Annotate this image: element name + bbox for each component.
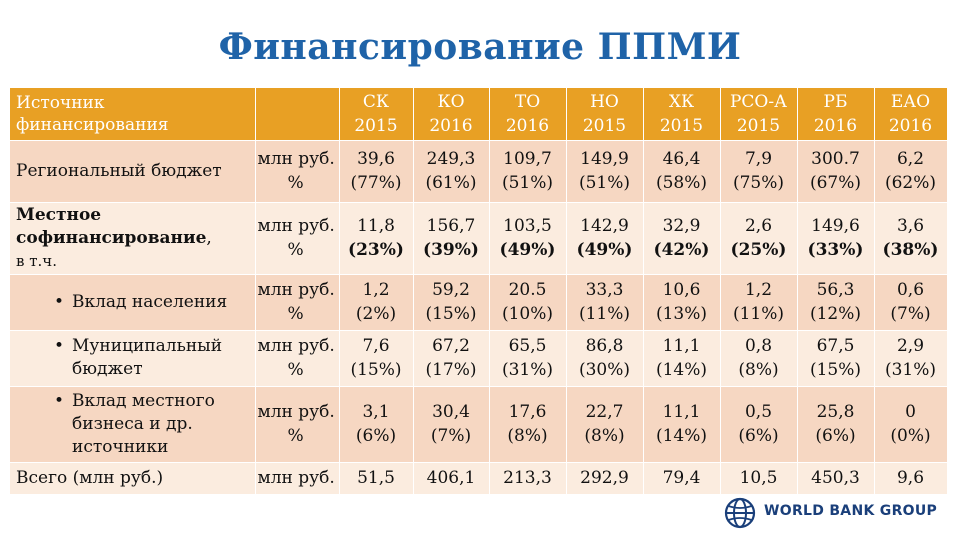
cell-value: 22,7 (8%) [566,386,644,463]
cell-value: 67,2 (17%) [413,330,490,387]
table-row: • Вклад местного бизнеса и др. источники … [10,386,948,463]
cell-value: 0,6 (7%) [874,274,948,331]
cell-value: 142,9 (49%) [566,202,644,275]
cell-value: 46,4 (58%) [643,140,721,203]
row-unit: млн руб. [255,462,340,495]
row-label: • Муниципальный бюджет [10,330,256,387]
cell-value: 2,6 (25%) [720,202,798,275]
cell-value: 11,8 (23%) [339,202,414,275]
row-unit: млн руб.% [255,202,340,275]
cell-value: 10,6 (13%) [643,274,721,331]
cell-value: 406,1 [413,462,490,495]
header-col-hk: ХК 2015 [643,88,721,141]
header-col-no: НО 2015 [566,88,644,141]
cell-value: 3,6 (38%) [874,202,948,275]
table-row: Региональный бюджет млн руб.% 39,6 (77%) … [10,140,948,203]
header-row: Источник финансирования СК 2015 КО 2016 ТО… [10,88,948,141]
cell-value: 86,8 (30%) [566,330,644,387]
world-bank-logo: WORLD BANK GROUP [724,497,938,529]
cell-value: 0,5 (6%) [720,386,798,463]
cell-value: 249,3 (61%) [413,140,490,203]
cell-value: 0,8 (8%) [720,330,798,387]
cell-value: 56,3 (12%) [797,274,875,331]
world-bank-logo-text: WORLD BANK GROUP [764,503,938,519]
cell-value: 39,6 (77%) [339,140,414,203]
financing-table: Источник финансирования СК 2015 КО 2016 ТО… [10,88,948,495]
row-unit: млн руб.% [255,386,340,463]
cell-value: 11,1 (14%) [643,330,721,387]
table-row: • Вклад населения млн руб.% 1,2 (2%) 59,2(… [10,274,948,331]
header-col-eao: ЕАО 2016 [874,88,948,141]
row-label: Всего (млн руб.) [10,462,256,495]
header-col-sk: СК 2015 [339,88,414,141]
cell-value: 9,6 [874,462,948,495]
cell-value: 7,9 (75%) [720,140,798,203]
cell-value: 103,5 (49%) [489,202,567,275]
cell-value: 51,5 [339,462,414,495]
cell-value: 6,2 (62%) [874,140,948,203]
cell-value: 7,6 (15%) [339,330,414,387]
cell-value: 109,7 (51%) [489,140,567,203]
cell-value: 17,6 (8%) [489,386,567,463]
row-label: • Вклад местного бизнеса и др. источники [10,386,256,463]
cell-value: 20.5 (10%) [489,274,567,331]
cell-value: 25,8 (6%) [797,386,875,463]
header-col-rb: РБ 2016 [797,88,875,141]
row-label: Местное софинансирование, в т.ч. [10,202,256,275]
cell-value: 32,9 (42%) [643,202,721,275]
cell-value: 3,1 (6%) [339,386,414,463]
row-unit: млн руб.% [255,330,340,387]
table-row: • Муниципальный бюджет млн руб.% 7,6 (15%)… [10,330,948,387]
cell-value: 300.7 (67%) [797,140,875,203]
table-row-total: Всего (млн руб.) млн руб. 51,5 406,1 213… [10,462,948,495]
cell-value: 30,4 (7%) [413,386,490,463]
cell-value: 0 (0%) [874,386,948,463]
cell-value: 149,6 (33%) [797,202,875,275]
cell-value: 11,1 (14%) [643,386,721,463]
row-label: • Вклад населения [10,274,256,331]
cell-value: 59,2 (15%) [413,274,490,331]
cell-value: 1,2 (2%) [339,274,414,331]
cell-value: 65,5 (31%) [489,330,567,387]
page-title: Финансирование ППМИ [218,26,742,68]
header-unit [255,88,340,141]
cell-value: 450,3 [797,462,875,495]
row-unit: млн руб.% [255,140,340,203]
cell-value: 1,2 (11%) [720,274,798,331]
cell-value: 2,9 (31%) [874,330,948,387]
header-source: Источник финансирования [10,88,256,141]
cell-value: 213,3 [489,462,567,495]
header-col-ko: КО 2016 [413,88,490,141]
row-unit: млн руб.% [255,274,340,331]
cell-value: 156,7 (39%) [413,202,490,275]
cell-value: 33,3 (11%) [566,274,644,331]
header-col-to: ТО 2016 [489,88,567,141]
cell-value: 79,4 [643,462,721,495]
world-bank-globe-icon [724,497,756,529]
table-row: Местное софинансирование, в т.ч. млн руб… [10,202,948,275]
header-col-rso-a: РСО-А 2015 [720,88,798,141]
cell-value: 67,5 (15%) [797,330,875,387]
cell-value: 292,9 [566,462,644,495]
cell-value: 10,5 [720,462,798,495]
row-label: Региональный бюджет [10,140,256,203]
cell-value: 149,9 (51%) [566,140,644,203]
